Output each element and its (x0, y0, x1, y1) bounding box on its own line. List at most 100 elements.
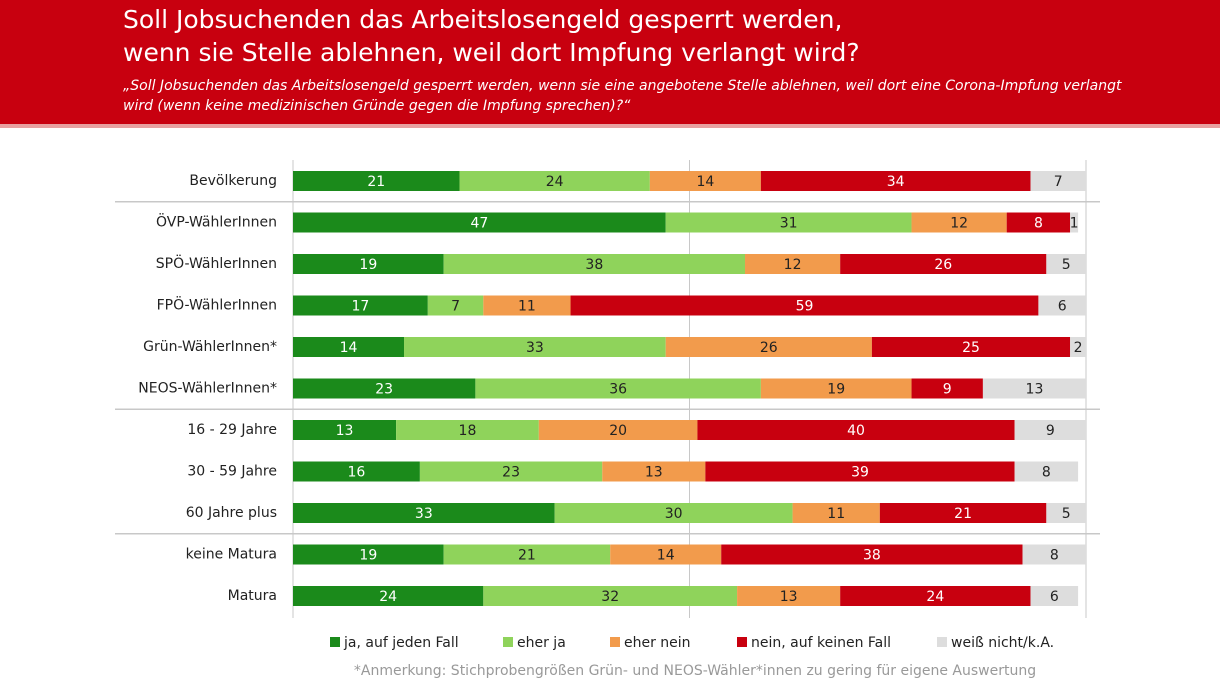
value-label: 33 (415, 506, 433, 522)
category-label: keine Matura (186, 547, 277, 563)
value-label: 23 (375, 382, 393, 398)
category-label: NEOS-WählerInnen* (138, 381, 277, 397)
bar-segment (649, 171, 761, 191)
bar-segment (737, 586, 841, 606)
legend-swatch (503, 637, 513, 647)
value-label: 6 (1058, 299, 1067, 315)
bar-segment (610, 544, 722, 565)
bar-segment (293, 420, 397, 440)
value-label: 59 (796, 299, 814, 315)
value-label: 12 (784, 257, 802, 273)
bar-segment (982, 378, 1086, 399)
bar-segment (293, 544, 444, 565)
bar-segment (293, 171, 460, 191)
category-label: 60 Jahre plus (186, 505, 277, 521)
bar-segment (1014, 461, 1079, 482)
bar-segment (293, 586, 484, 606)
bar-segment (665, 212, 912, 233)
category-label: 16 - 29 Jahre (187, 422, 277, 438)
bar-segment (911, 378, 983, 399)
footnote: *Anmerkung: Stichprobengrößen Grün- und … (354, 663, 1036, 679)
value-label: 19 (359, 548, 377, 564)
bar-segment (745, 254, 841, 274)
legend-label: ja, auf jeden Fall (343, 635, 459, 651)
bar-segment (293, 337, 405, 357)
value-label: 1 (1070, 216, 1079, 232)
subtitle-line: „Soll Jobsuchenden das Arbeitslosengeld … (123, 78, 1122, 94)
bar-segment (840, 586, 1031, 606)
bar-segment (404, 337, 666, 357)
value-label: 47 (470, 216, 488, 232)
bar-segment (705, 461, 1015, 482)
value-label: 34 (887, 174, 905, 190)
bar-segment (1046, 503, 1086, 523)
bar-segment (419, 461, 603, 482)
value-label: 38 (585, 257, 603, 273)
value-label: 33 (526, 340, 544, 356)
value-label: 11 (518, 299, 536, 315)
value-label: 26 (760, 340, 778, 356)
value-label: 5 (1062, 257, 1071, 273)
value-label: 5 (1062, 506, 1071, 522)
value-label: 13 (645, 465, 663, 481)
value-label: 24 (546, 174, 564, 190)
value-label: 8 (1050, 548, 1059, 564)
bar-segment (840, 254, 1047, 274)
bar-segment (570, 295, 1039, 316)
bar-segment (459, 171, 650, 191)
value-label: 21 (518, 548, 536, 564)
title-line: wenn sie Stelle ablehnen, weil dort Impf… (123, 38, 860, 67)
bar-segment (760, 378, 912, 399)
value-label: 14 (340, 340, 358, 356)
bar-segment (483, 586, 738, 606)
bar-segment (1070, 212, 1079, 233)
value-label: 16 (348, 465, 366, 481)
value-label: 7 (451, 299, 460, 315)
bar-segment (396, 420, 539, 440)
bar-segment (1014, 420, 1086, 440)
category-label: Matura (228, 588, 277, 604)
value-label: 13 (336, 423, 354, 439)
legend-swatch (330, 637, 340, 647)
legend-label: nein, auf keinen Fall (751, 635, 891, 651)
value-label: 24 (379, 589, 397, 605)
bar-segment (293, 503, 555, 523)
value-label: 13 (1026, 382, 1044, 398)
category-label: Bevölkerung (189, 173, 277, 189)
bar-segment (293, 295, 428, 316)
bar-segment (1038, 295, 1086, 316)
bar-segment (427, 295, 484, 316)
value-label: 40 (847, 423, 865, 439)
value-label: 39 (851, 465, 869, 481)
bar-segment (879, 503, 1047, 523)
value-label: 12 (950, 216, 968, 232)
bar-segment (665, 337, 872, 357)
bar-segment (293, 212, 666, 233)
value-label: 9 (1046, 423, 1055, 439)
category-label: 30 - 59 Jahre (187, 464, 277, 480)
value-label: 30 (665, 506, 683, 522)
bar-segment (1046, 254, 1086, 274)
legend-label: weiß nicht/k.A. (951, 635, 1054, 651)
bar-segment (483, 295, 571, 316)
value-label: 32 (601, 589, 619, 605)
bar-segment (293, 461, 420, 482)
value-label: 2 (1074, 340, 1083, 356)
value-label: 25 (962, 340, 980, 356)
bar-segment (1022, 544, 1086, 565)
title-line: Soll Jobsuchenden das Arbeitslosengeld g… (123, 5, 843, 34)
bar-segment (792, 503, 880, 523)
legend-swatch (737, 637, 747, 647)
value-label: 8 (1034, 216, 1043, 232)
bar-segment (1030, 171, 1086, 191)
bar-segment (538, 420, 698, 440)
value-label: 19 (827, 382, 845, 398)
value-label: 21 (367, 174, 385, 190)
value-label: 8 (1042, 465, 1051, 481)
value-label: 13 (780, 589, 798, 605)
value-label: 17 (351, 299, 369, 315)
value-label: 11 (827, 506, 845, 522)
bar-segment (293, 254, 444, 274)
bar-segment (1030, 586, 1079, 606)
